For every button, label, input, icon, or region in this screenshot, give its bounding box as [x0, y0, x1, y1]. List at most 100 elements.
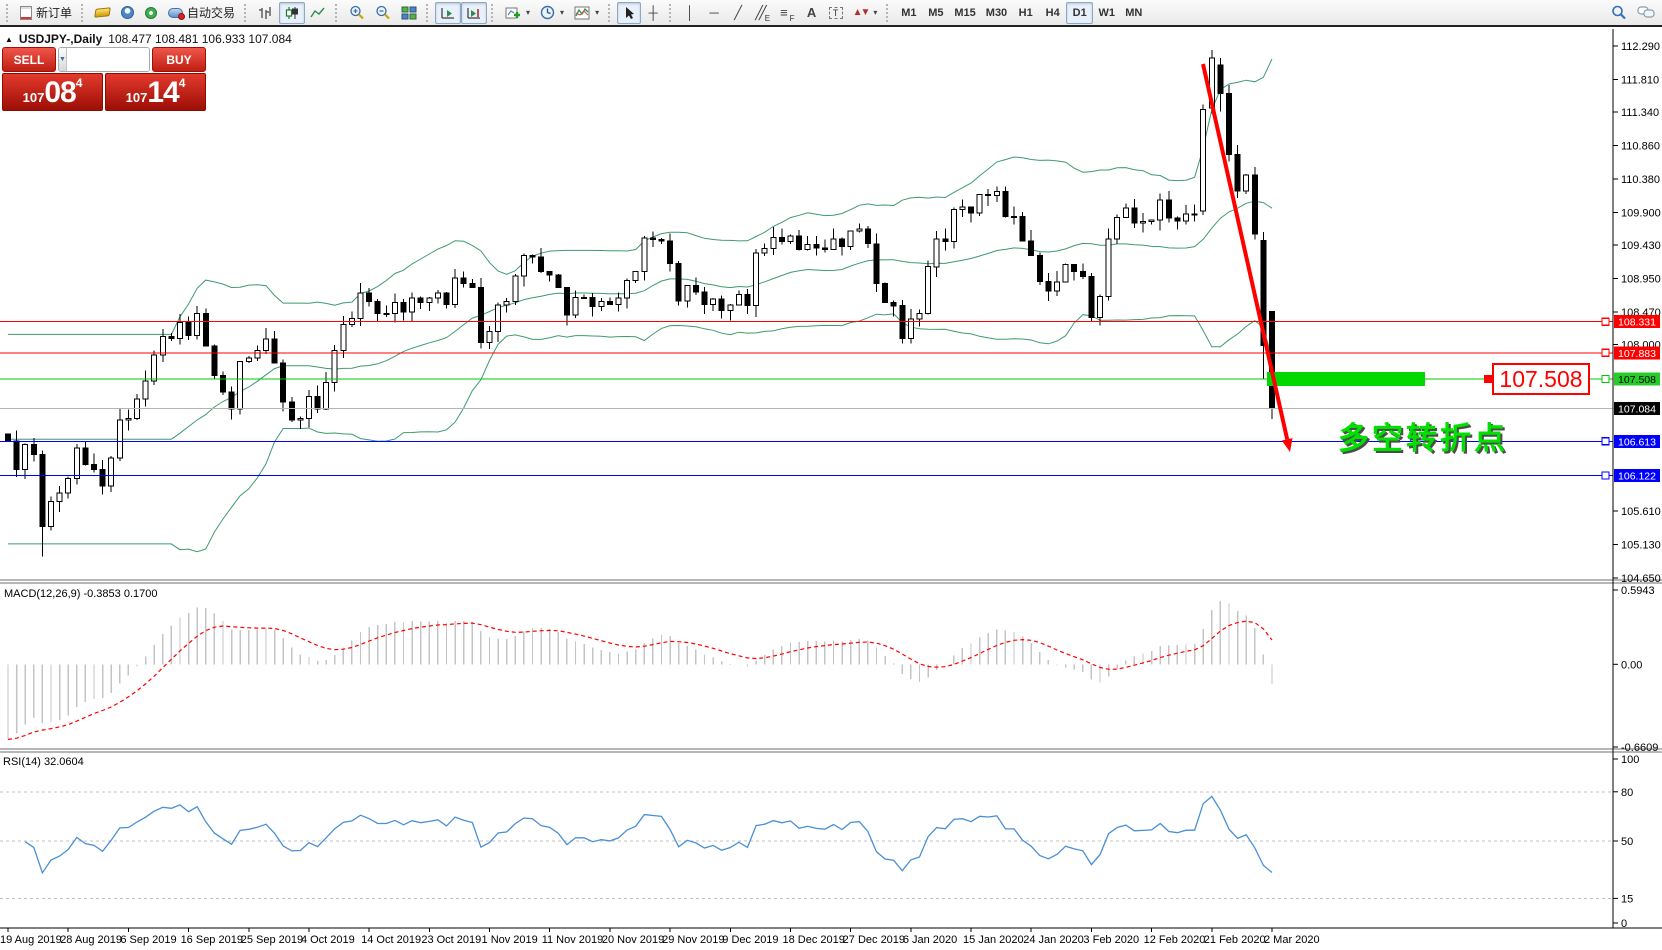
chart-canvas[interactable]: 107.508 112.290 111.810 111.340 110.860 110.3…: [0, 29, 1662, 950]
vertical-line-button[interactable]: │: [678, 2, 702, 24]
support-zone-box[interactable]: [1267, 371, 1425, 386]
rsi-tick-label: 80: [1621, 787, 1633, 799]
autotrading-button[interactable]: 自动交易: [163, 2, 240, 24]
collapse-icon[interactable]: ▲: [5, 34, 13, 44]
price-badge: [1614, 468, 1660, 482]
crosshair-button[interactable]: ┼: [641, 2, 665, 24]
price-badge-label: 108.331: [1618, 317, 1656, 329]
rsi-tick-label: 100: [1621, 754, 1639, 766]
price-scale[interactable]: 112.290 111.810 111.340 110.860 110.380 109.9…: [1612, 29, 1661, 928]
zoom-out-button[interactable]: [370, 2, 396, 24]
hline-handle[interactable]: [1601, 471, 1610, 480]
rsi-panel: RSI(14) 32.0604 100 80 50 15 0: [0, 754, 1639, 930]
timeframe-D1-button[interactable]: D1: [1066, 1, 1094, 24]
timeframe-M15-button[interactable]: M15: [949, 2, 980, 24]
price-tick-label: 108.950: [1621, 274, 1661, 286]
buy-price-box[interactable]: 107 14 4: [105, 73, 206, 111]
zoom-in-button[interactable]: [344, 2, 370, 24]
hline-handle[interactable]: [1601, 437, 1610, 446]
crosshair-icon: ┼: [648, 5, 658, 20]
timeframe-H1-button[interactable]: H1: [1012, 2, 1039, 24]
price-callout-label: 107.508: [1499, 366, 1582, 392]
timeframe-group: M1 M5 M15 M30 H1 H4 D1 W1 MN: [895, 1, 1147, 24]
hline-handle[interactable]: [1601, 317, 1610, 326]
clock-icon: [540, 5, 555, 20]
chevron-down-icon: ▾: [526, 8, 531, 17]
new-order-icon: [20, 5, 32, 20]
cursor-button[interactable]: [617, 1, 642, 24]
chart-shift-icon: [467, 7, 481, 19]
toolbar-separator: [244, 3, 250, 22]
toolbar-separator: [335, 3, 341, 22]
chart-title-bar: ▲ USDJPY-,Daily 108.477 108.481 106.933 …: [5, 32, 292, 46]
candlestick-chart-button[interactable]: [279, 1, 306, 24]
chevron-down-icon: ▾: [560, 8, 565, 17]
text-tool-button[interactable]: A: [800, 2, 824, 24]
toolbar-separator: [886, 3, 892, 22]
chat-icon: [1637, 6, 1655, 18]
text-label-button[interactable]: T: [824, 2, 848, 24]
arrows-tool-button[interactable]: ▲▼ ▾: [848, 2, 883, 24]
periods-button[interactable]: ▾: [535, 2, 569, 24]
rsi-tick-label: 0: [1621, 918, 1627, 930]
price-tick-label: 109.900: [1621, 207, 1661, 219]
trendline-button[interactable]: ╱: [726, 2, 750, 24]
ohlc-values: 108.477 108.481 106.933 107.084: [108, 32, 292, 46]
tile-windows-icon: [401, 6, 417, 19]
zoom-out-icon: [376, 5, 390, 20]
auto-scroll-button[interactable]: [435, 1, 462, 24]
date-tick-label: 4 Oct 2019: [301, 934, 355, 946]
hline-handle[interactable]: [1601, 348, 1610, 358]
date-tick-label: 12 Feb 2020: [1144, 934, 1206, 946]
price-tick-label: 104.650: [1621, 573, 1661, 585]
chart-shift-button[interactable]: [461, 1, 488, 24]
callout-anchor-handle[interactable]: [1484, 374, 1492, 383]
timeframe-H4-button[interactable]: H4: [1039, 2, 1066, 24]
autotrading-stopped-dot: [178, 12, 186, 20]
toolbar-grip[interactable]: [6, 3, 12, 22]
new-chart-button[interactable]: ▾: [500, 2, 535, 24]
indicators-button[interactable]: ▾: [569, 2, 604, 24]
date-tick-label: 24 Jan 2020: [1023, 934, 1084, 946]
volume-input[interactable]: [66, 48, 149, 71]
market-button[interactable]: [90, 2, 115, 24]
toolbar-separator: [491, 3, 497, 22]
new-order-label: 新订单: [36, 6, 73, 20]
volume-stepper: ▼ ▲: [58, 47, 150, 72]
signals-button[interactable]: [139, 2, 163, 24]
date-tick-label: 16 Sep 2019: [181, 934, 243, 946]
timeframe-MN-button[interactable]: MN: [1120, 2, 1147, 24]
volume-decrease-button[interactable]: ▼: [59, 48, 67, 71]
annotation-text[interactable]: 多空转折点: [1338, 421, 1508, 456]
community-button[interactable]: [115, 2, 139, 24]
price-callout-box[interactable]: [1492, 362, 1590, 395]
panel-separators[interactable]: [0, 579, 1662, 929]
price-tick-label: 105.610: [1621, 506, 1661, 518]
vertical-line-icon: │: [686, 5, 695, 20]
horizontal-lines[interactable]: 107.508: [0, 317, 1613, 480]
sell-price-box[interactable]: 107 08 4: [2, 73, 103, 111]
hline-handle[interactable]: [1601, 374, 1610, 384]
chat-button[interactable]: [1632, 2, 1660, 24]
line-chart-button[interactable]: [305, 2, 331, 24]
price-tick-label: 105.130: [1621, 540, 1661, 552]
search-button[interactable]: [1606, 2, 1632, 24]
sell-button[interactable]: SELL: [2, 47, 56, 72]
rsi-tick-label: 50: [1621, 836, 1633, 848]
buy-button[interactable]: BUY: [152, 47, 206, 72]
tile-windows-button[interactable]: [396, 2, 422, 24]
channel-button[interactable]: ╱╱ E: [750, 2, 775, 24]
horizontal-line-button[interactable]: ─: [702, 2, 726, 24]
timeframe-M5-button[interactable]: M5: [922, 2, 949, 24]
date-tick-label: 20 Nov 2019: [602, 934, 664, 946]
timeframe-W1-button[interactable]: W1: [1093, 2, 1120, 24]
bar-chart-button[interactable]: [253, 2, 279, 24]
price-badge-label: 107.508: [1618, 374, 1656, 386]
timeframe-M30-button[interactable]: M30: [981, 2, 1012, 24]
fibonacci-button[interactable]: ≡ F: [775, 2, 799, 24]
trend-arrow[interactable]: [1201, 63, 1293, 452]
new-order-button[interactable]: 新订单: [15, 2, 77, 24]
timeframe-M1-button[interactable]: M1: [895, 2, 922, 24]
person-icon: [120, 6, 134, 19]
